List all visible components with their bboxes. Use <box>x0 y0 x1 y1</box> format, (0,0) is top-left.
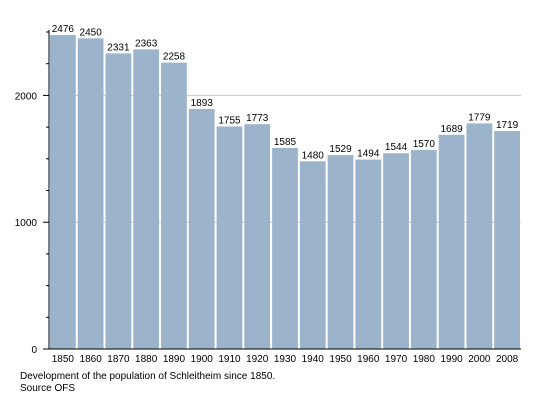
data-label: 2258 <box>163 52 186 63</box>
bar <box>355 159 382 349</box>
data-label: 1529 <box>329 144 352 155</box>
bar <box>50 35 76 349</box>
x-tick-label: 1940 <box>302 354 325 365</box>
x-tick-label: 1900 <box>191 354 214 365</box>
x-tick-label: 1850 <box>52 354 75 365</box>
data-label: 2476 <box>52 24 75 35</box>
bar <box>299 161 326 349</box>
data-label: 1773 <box>246 113 269 124</box>
x-tick-label: 1880 <box>135 354 158 365</box>
data-label: 1755 <box>218 115 241 126</box>
data-label: 2450 <box>80 27 103 38</box>
bar <box>105 53 132 349</box>
data-label: 1480 <box>302 150 325 161</box>
bar <box>383 153 409 349</box>
data-label: 1585 <box>274 137 297 148</box>
data-label: 2363 <box>135 38 158 49</box>
x-tick-label: 1890 <box>163 354 186 365</box>
bar <box>272 148 298 349</box>
y-tick-label: 2000 <box>15 91 38 102</box>
bar <box>77 38 104 350</box>
bar <box>161 62 187 349</box>
x-tick-label: 1870 <box>107 354 130 365</box>
bar <box>438 134 465 349</box>
x-tick-label: 1910 <box>218 354 241 365</box>
data-labels: 2476 2450 2331 2363 2258 1893 1755 1773 1585 1480… <box>52 24 519 161</box>
bar <box>244 124 271 350</box>
data-label: 1893 <box>191 98 214 109</box>
bar <box>216 126 243 349</box>
axes: 0 1000 2000 1850 1860 1870 1880 1890 1900 1910 192… <box>15 30 521 365</box>
x-tick-label: 1960 <box>357 354 380 365</box>
bar <box>494 131 520 349</box>
x-tick-label: 1920 <box>246 354 269 365</box>
data-label: 1494 <box>357 149 380 160</box>
caption-source: Source OFS <box>20 383 76 394</box>
bars <box>50 35 520 350</box>
bar <box>466 123 493 350</box>
x-tick-label: 1990 <box>440 354 463 365</box>
bar <box>410 149 437 349</box>
data-label: 1689 <box>440 124 463 135</box>
x-tick-label: 2008 <box>496 354 519 365</box>
caption-description: Development of the population of Schleit… <box>20 371 276 382</box>
x-tick-label: 1950 <box>329 354 352 365</box>
data-label: 1570 <box>413 139 436 150</box>
x-tick-label: 1980 <box>413 354 436 365</box>
y-tick-label: 0 <box>31 345 37 356</box>
bar <box>327 155 354 349</box>
bar <box>188 108 215 350</box>
data-label: 1544 <box>385 142 408 153</box>
bar <box>133 49 160 349</box>
x-tick-label: 1860 <box>80 354 103 365</box>
x-tick-label: 1930 <box>274 354 297 365</box>
data-label: 1779 <box>468 112 491 123</box>
y-tick-label: 1000 <box>15 218 38 229</box>
x-tick-label: 2000 <box>468 354 491 365</box>
x-tick-label: 1970 <box>385 354 408 365</box>
data-label: 1719 <box>496 120 519 131</box>
data-label: 2331 <box>107 42 130 53</box>
